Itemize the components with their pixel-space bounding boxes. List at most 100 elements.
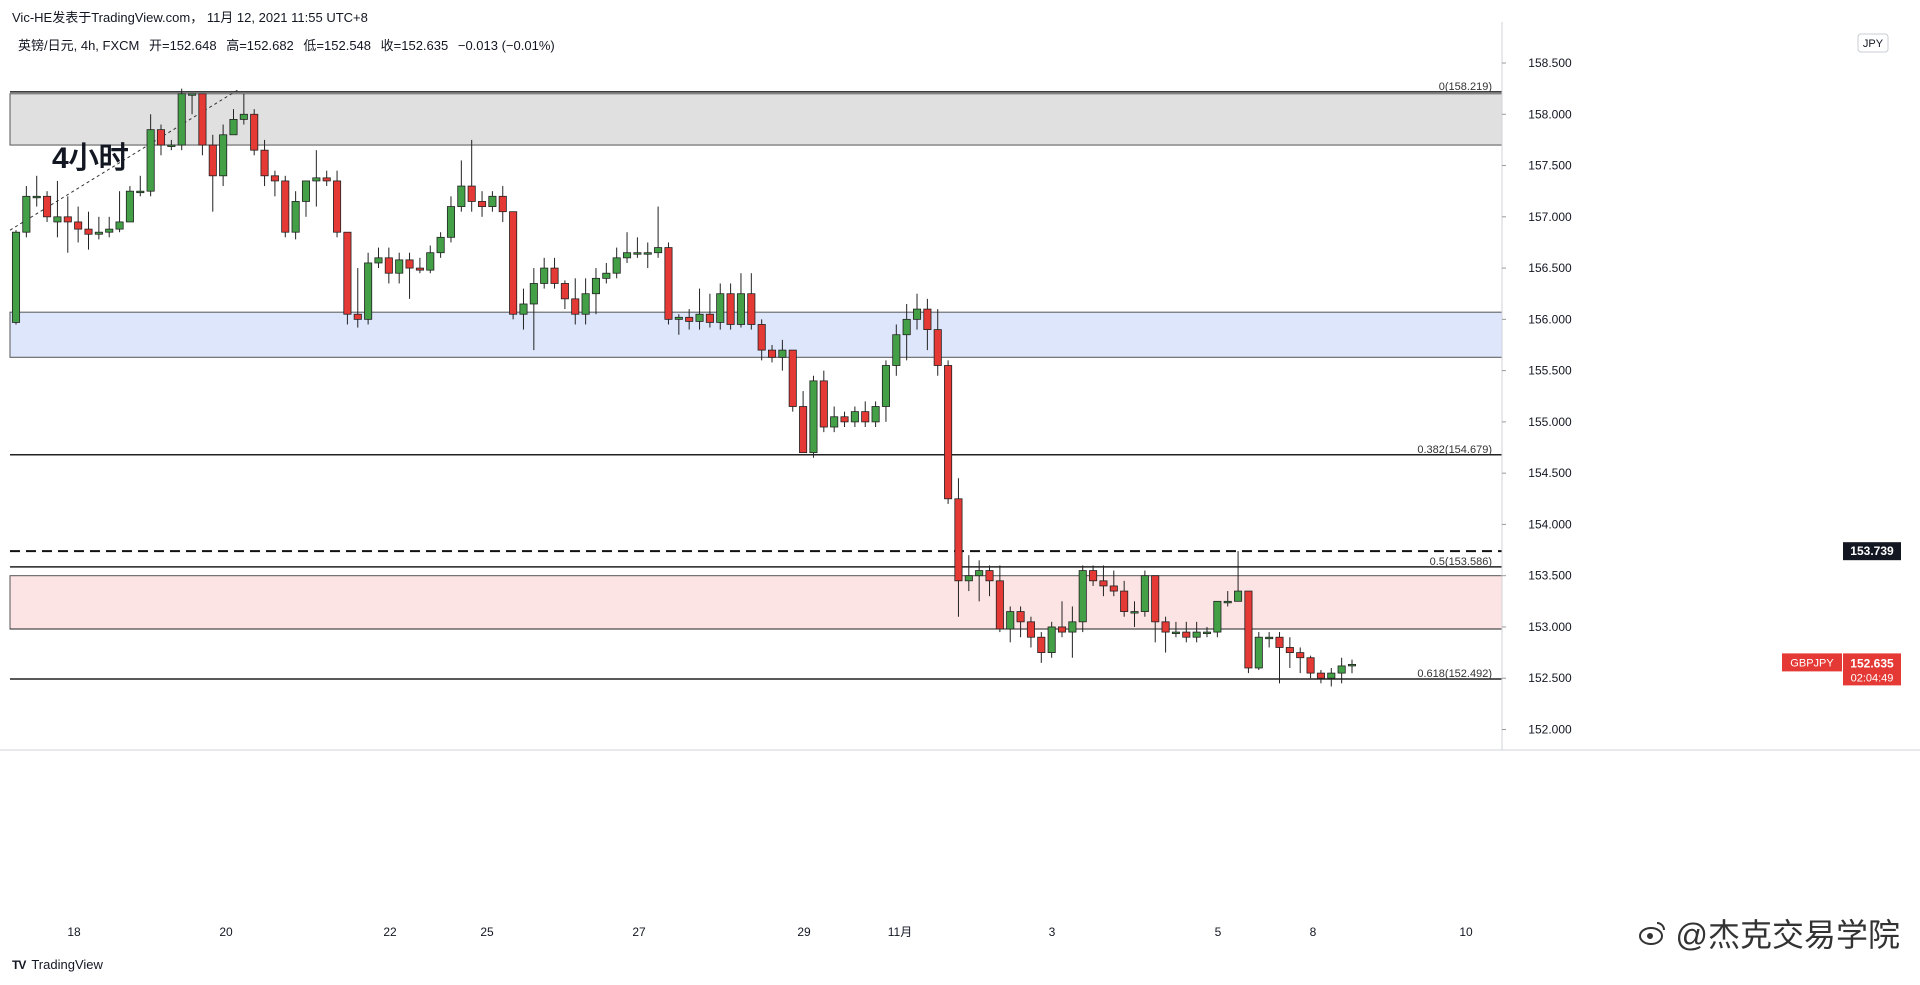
candle	[1244, 590, 1253, 674]
y-tick-label: 158.500	[1528, 56, 1572, 70]
candle-body	[115, 221, 124, 230]
candle-body	[1337, 665, 1346, 674]
candle	[1275, 632, 1284, 684]
candle-body	[923, 308, 932, 331]
candle-body	[1161, 621, 1170, 633]
tradingview-icon: TV	[12, 957, 26, 972]
candle	[1016, 606, 1025, 638]
candle	[115, 191, 124, 233]
chart-title: 4小时	[52, 142, 129, 175]
candle	[623, 232, 632, 263]
candle-body	[84, 228, 93, 235]
candle	[198, 93, 207, 156]
candle-body	[778, 349, 787, 358]
candle-body	[374, 257, 383, 264]
candle-body	[995, 580, 1004, 630]
candle-body	[871, 406, 880, 423]
candle-body	[291, 201, 300, 233]
candle-body	[488, 195, 497, 207]
candle	[1109, 570, 1118, 597]
candle-body	[892, 334, 901, 366]
y-tick-label: 155.500	[1528, 364, 1572, 378]
y-tick-label: 152.500	[1528, 671, 1572, 685]
symbol-label[interactable]: 英镑/日元, 4h, FXCM	[18, 38, 140, 53]
fib-label-2: 0.5(153.586)	[1430, 556, 1492, 568]
candle-body	[902, 318, 911, 336]
candle-body	[415, 267, 424, 271]
candle	[105, 216, 114, 238]
candle	[1161, 616, 1170, 653]
candle	[612, 247, 621, 279]
candle-body	[63, 216, 72, 223]
candle-body	[591, 277, 600, 295]
x-tick-label: 11月	[888, 925, 912, 939]
candle	[384, 247, 393, 284]
candle-body	[1182, 631, 1191, 638]
publisher-text: Vic-HE发表于TradingView.com， 11月 12, 2021 1…	[12, 10, 368, 25]
candle-body	[550, 267, 559, 284]
symbol-info-line: 英镑/日元, 4h, FXCM 开=152.648 高=152.682 低=15…	[18, 35, 561, 54]
candle	[1047, 621, 1056, 658]
x-tick-label: 3	[1049, 925, 1056, 939]
candle-body	[685, 316, 694, 322]
candle-body	[94, 231, 103, 235]
candle-body	[1057, 626, 1067, 633]
candle-body	[1037, 636, 1046, 653]
support-zone-blue	[9, 311, 1503, 358]
candle	[674, 314, 683, 335]
candle-body	[1202, 631, 1212, 634]
x-tick-label: 18	[67, 925, 81, 939]
candle-body	[519, 303, 528, 315]
levels-layer: 0(158.219) 0.382(154.679) 0.5(153.586) 0.61…	[9, 81, 1502, 680]
candle-body	[612, 257, 621, 274]
candle	[1316, 670, 1325, 684]
candle	[498, 186, 507, 222]
candle-body	[1285, 647, 1294, 653]
currency-badge	[1857, 33, 1889, 53]
y-tick-label: 155.000	[1528, 415, 1572, 429]
x-tick-label: 25	[480, 925, 494, 939]
candle	[426, 245, 435, 274]
tradingview-logo[interactable]: TV TradingView	[12, 957, 103, 972]
candle-body	[695, 313, 704, 322]
candle-body	[301, 180, 311, 202]
candle	[778, 339, 787, 371]
candle-body	[281, 180, 290, 233]
candle-body	[457, 185, 466, 207]
candle-body	[384, 257, 393, 274]
candle	[519, 288, 528, 330]
candle-body	[156, 129, 166, 146]
candle-body	[1265, 636, 1274, 640]
candle	[333, 170, 342, 238]
candle-body	[1026, 621, 1035, 638]
candle	[757, 319, 766, 361]
candle	[654, 206, 663, 258]
candle-body	[136, 190, 145, 194]
axes-layer: 158.500 158.000 157.500 157.000 156.500 156.0…	[0, 22, 1920, 939]
candle	[374, 247, 383, 269]
candle-body	[705, 313, 714, 323]
candle	[415, 257, 424, 274]
candle-body	[353, 313, 362, 320]
candle-body	[819, 380, 828, 428]
candle-body	[1327, 672, 1336, 679]
candle-body	[747, 293, 756, 325]
dashed-level-badge	[1843, 542, 1901, 561]
candle	[312, 150, 321, 207]
candle-body	[861, 411, 870, 423]
candle	[446, 196, 456, 243]
candle	[705, 293, 714, 328]
candle-body	[395, 259, 404, 274]
candle	[736, 273, 745, 328]
candle	[405, 252, 414, 299]
x-tick-label: 22	[383, 925, 397, 939]
candle-body	[1213, 600, 1222, 633]
candle	[353, 268, 362, 328]
candle-body	[716, 293, 725, 323]
candle-body	[343, 231, 352, 315]
candle	[250, 109, 259, 156]
candle	[1265, 632, 1274, 648]
last-price-badge	[1843, 653, 1901, 686]
candle	[902, 303, 911, 361]
